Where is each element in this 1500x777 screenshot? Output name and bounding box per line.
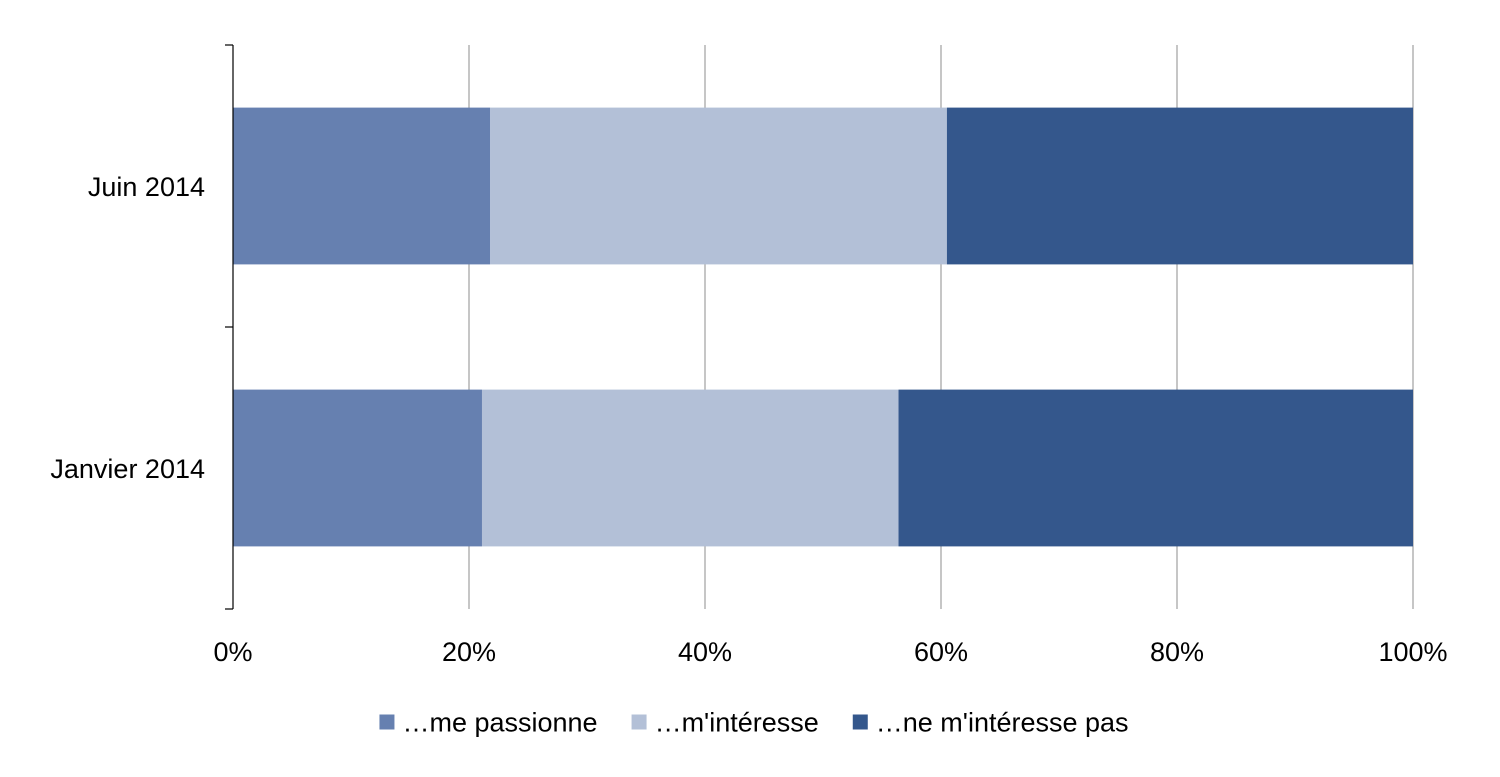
category-labels: Juin 2014 Janvier 2014 xyxy=(50,172,205,484)
legend-swatch xyxy=(379,714,395,730)
x-tick-label: 80% xyxy=(1150,637,1204,667)
bar-2-series-3 xyxy=(898,389,1413,547)
legend-swatch xyxy=(852,714,868,730)
legend-item-2: …m'intéresse xyxy=(631,708,819,738)
x-tick-label: 40% xyxy=(678,637,732,667)
bar-1-series-3 xyxy=(946,107,1413,265)
legend: …me passionne …m'intéresse …ne m'intéresse… xyxy=(379,708,1129,738)
legend-label: …me passionne xyxy=(402,708,597,738)
x-tick-label: 60% xyxy=(914,637,968,667)
legend-label: …m'intéresse xyxy=(655,708,819,738)
legend-item-3: …ne m'intéresse pas xyxy=(852,708,1129,738)
axes xyxy=(225,44,234,610)
category-label: Janvier 2014 xyxy=(50,454,205,484)
bar-2-series-2 xyxy=(481,389,899,547)
bars xyxy=(233,107,1413,547)
x-tick-label: 0% xyxy=(213,637,252,667)
legend-item-1: …me passionne xyxy=(379,708,598,738)
bar-1-series-2 xyxy=(490,107,947,265)
bar-1-series-1 xyxy=(233,107,491,265)
bar-2-series-1 xyxy=(233,389,482,547)
category-label: Juin 2014 xyxy=(88,172,205,202)
legend-label: …ne m'intéresse pas xyxy=(876,708,1129,738)
x-tick-labels: 0% 20% 40% 60% 80% 100% xyxy=(213,637,1447,667)
legend-swatch xyxy=(631,714,647,730)
x-tick-label: 20% xyxy=(442,637,496,667)
x-tick-label: 100% xyxy=(1378,637,1447,667)
